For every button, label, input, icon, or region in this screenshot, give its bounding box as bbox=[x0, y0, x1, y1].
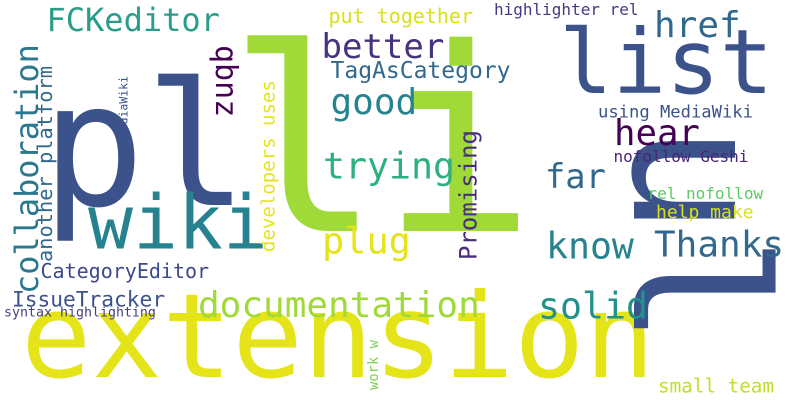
word-documentation: documentation bbox=[198, 285, 480, 326]
word-syntax-highlighting: syntax highlighting bbox=[4, 305, 156, 321]
word-thanks: Thanks bbox=[654, 224, 785, 266]
word-nofollow-geshi: nofollow Geshi bbox=[613, 147, 749, 166]
word-plug: plug bbox=[322, 219, 411, 263]
word-developers-uses: developers uses bbox=[257, 80, 280, 252]
word-fckeditor: FCKeditor bbox=[46, 1, 220, 39]
word-issuetracker: IssueTracker bbox=[12, 286, 166, 312]
word-hear: hear bbox=[614, 113, 700, 154]
word-highlighter-rel: highlighter rel bbox=[494, 0, 639, 19]
word-another-platform: another platform bbox=[33, 66, 57, 262]
word-qbnz: qbnz bbox=[208, 45, 243, 118]
word-put-together: put together bbox=[328, 4, 474, 28]
word-using-mediawiki: using MediaWiki bbox=[598, 102, 753, 123]
word-categoryeditor: CategoryEditor bbox=[40, 259, 210, 283]
word-rel-nofollow: rel nofollow bbox=[647, 184, 764, 203]
word-work-w: work w bbox=[366, 339, 382, 390]
word-extension: extension bbox=[21, 268, 655, 400]
word-href: href bbox=[654, 5, 741, 46]
word-promising: Promising bbox=[454, 130, 483, 260]
word-trying: trying bbox=[323, 144, 456, 188]
word-far: far bbox=[545, 157, 606, 196]
word-good: good bbox=[330, 82, 418, 123]
word-w-mediawiki: w MediaWiki bbox=[116, 76, 131, 152]
word-tagascategory: TagAsCategory bbox=[330, 58, 511, 84]
word-pl: pl bbox=[41, 47, 249, 246]
word-wiki: wiki bbox=[88, 179, 268, 267]
word-know: know bbox=[546, 224, 634, 268]
word-help-make: help make bbox=[656, 202, 754, 223]
word-solid: solid bbox=[538, 284, 648, 328]
word-small-team: small team bbox=[658, 374, 774, 398]
word-list: list bbox=[559, 10, 774, 114]
word-better: better bbox=[321, 27, 445, 67]
word-li: li bbox=[227, 0, 536, 292]
